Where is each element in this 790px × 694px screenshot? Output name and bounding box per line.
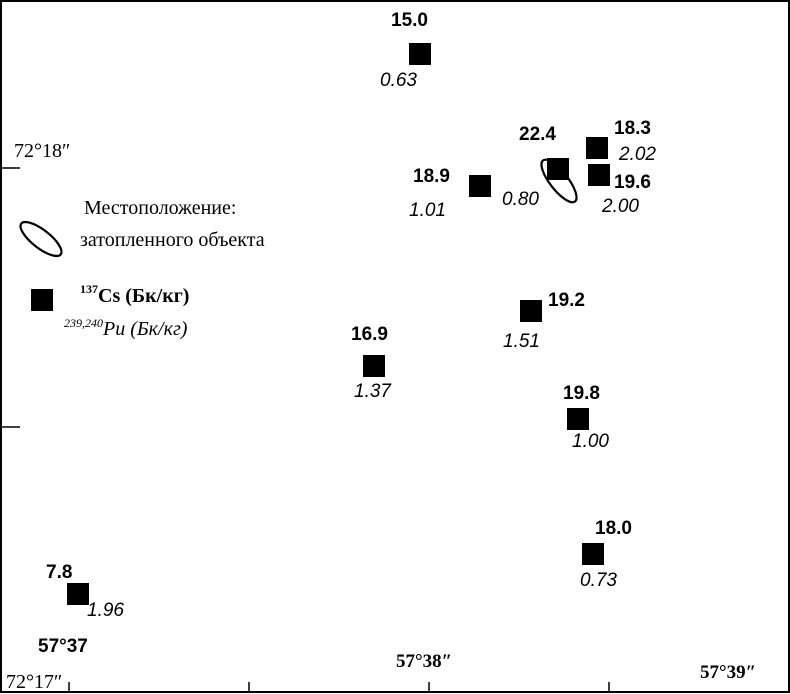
station-cs-value: 18.3 (614, 118, 651, 139)
legend: Местоположение: затопленного объекта 137… (19, 197, 265, 340)
station-cs-value: 19.6 (614, 172, 651, 193)
station-pu-value: 1.96 (87, 600, 124, 621)
station-pu-value: 1.01 (409, 200, 446, 221)
longitude-label-middle: 57°38″ (396, 651, 452, 672)
axis-ticks (1, 167, 610, 692)
station-marker (520, 300, 542, 322)
station-9: 7.8 1.96 (46, 562, 124, 621)
station-cs-value: 19.2 (548, 290, 585, 311)
station-cs-value: 16.9 (351, 324, 388, 345)
legend-station-square-icon (31, 289, 53, 311)
station-pu-value: 1.00 (572, 431, 609, 452)
station-8: 18.0 0.73 (580, 518, 632, 591)
legend-object-line2: затопленного объекта (80, 229, 265, 251)
station-marker (67, 583, 89, 605)
station-marker (363, 355, 385, 377)
station-4: 19.6 2.00 (588, 164, 651, 217)
station-0: 15.0 0.63 (380, 10, 431, 91)
station-pu-value: 1.37 (354, 381, 392, 402)
legend-cs-superscript: 137 (80, 282, 98, 296)
station-cs-value: 18.9 (413, 166, 450, 187)
longitude-label-left: 57°37 (38, 636, 88, 657)
station-cs-value: 7.8 (46, 562, 72, 583)
station-1: 22.4 0.80 (502, 124, 569, 210)
latitude-label-top: 72°18″ (14, 140, 70, 162)
station-pu-value: 1.51 (503, 331, 540, 352)
station-pu-value: 0.73 (580, 570, 617, 591)
station-2: 18.3 2.02 (586, 118, 656, 165)
station-marker (409, 43, 431, 65)
station-pu-value: 0.63 (380, 70, 417, 91)
station-7: 19.8 1.00 (563, 383, 609, 452)
station-marker (567, 408, 589, 430)
station-marker (469, 175, 491, 197)
longitude-label-right: 57°39″ (700, 662, 756, 683)
legend-pu-text: Pu (Бк/кг) (102, 318, 188, 340)
legend-object-line1: Местоположение: (84, 197, 236, 219)
legend-cs-text: Cs (Бк/кг) (98, 285, 189, 307)
station-pu-value: 0.80 (502, 189, 539, 210)
station-marker (547, 158, 569, 180)
station-pu-value: 2.00 (601, 196, 639, 217)
station-cs-value: 15.0 (391, 10, 428, 31)
legend-pu-superscript: 239,240 (64, 316, 103, 330)
station-cs-value: 22.4 (519, 124, 556, 145)
station-marker (582, 543, 604, 565)
station-3: 18.9 1.01 (409, 166, 491, 221)
legend-object-ellipse-icon (19, 220, 63, 258)
station-cs-value: 19.8 (563, 383, 600, 404)
legend-pu-label: 239,240Pu (Бк/кг) (64, 316, 188, 340)
station-marker (586, 137, 608, 159)
station-pu-value: 2.02 (618, 144, 656, 165)
latitude-label-bottom: 72°17″ (6, 671, 62, 693)
station-5: 19.2 1.51 (503, 290, 585, 352)
station-cs-value: 18.0 (595, 518, 632, 539)
station-6: 16.9 1.37 (351, 324, 392, 402)
legend-cs-label: 137Cs (Бк/кг) (80, 282, 189, 307)
station-marker (588, 164, 610, 186)
